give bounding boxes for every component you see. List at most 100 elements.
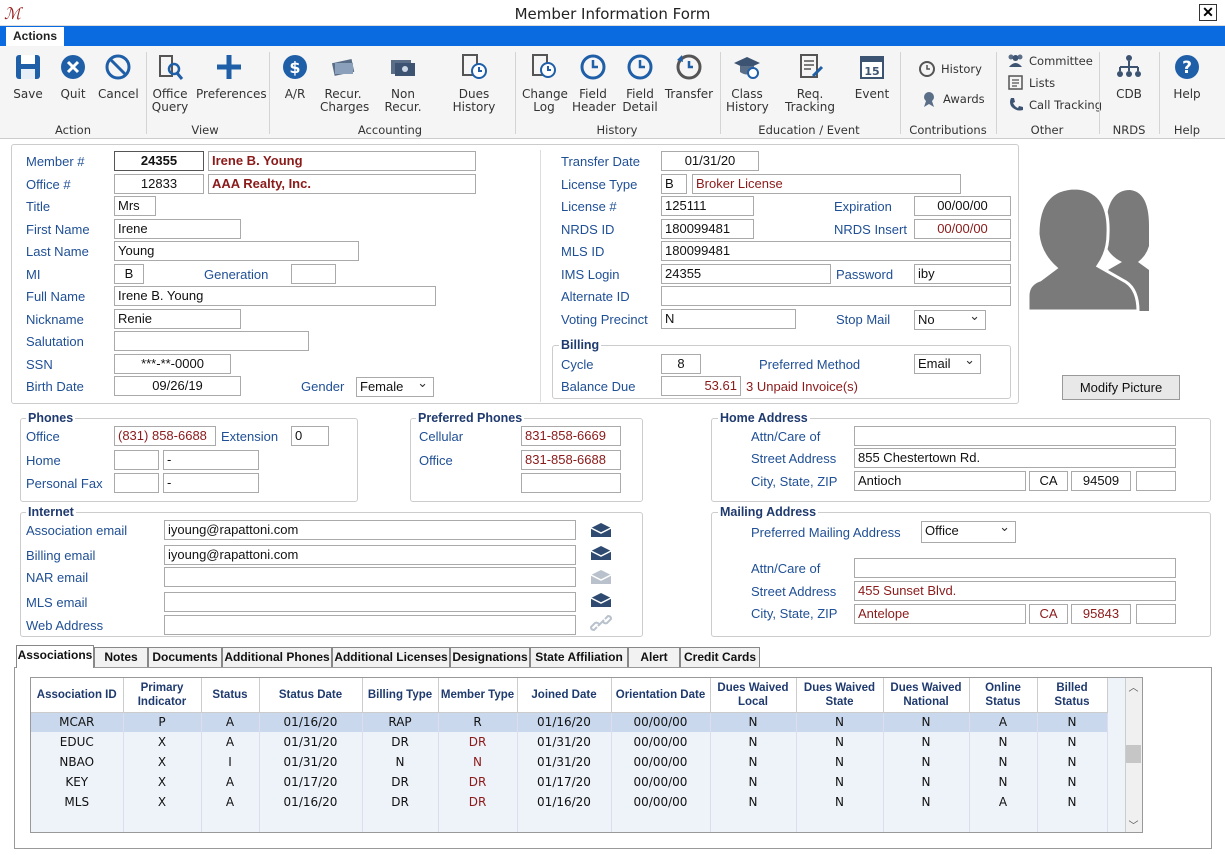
change-log-button[interactable]: Change Log (522, 52, 568, 114)
column-header[interactable]: Member Type (438, 678, 518, 713)
awards-button[interactable]: Awards (920, 90, 985, 108)
scroll-thumb[interactable] (1126, 745, 1141, 763)
cdb-button[interactable]: CDB (1108, 52, 1150, 101)
req-tracking-button[interactable]: Req. Tracking (774, 52, 846, 114)
column-header[interactable]: Status (201, 678, 260, 713)
password-field[interactable]: iby (914, 264, 1011, 284)
salutation-field[interactable] (114, 331, 309, 351)
home-city-field[interactable]: Antioch (854, 471, 1026, 491)
nickname-field[interactable]: Renie (114, 309, 241, 329)
mailing-city-field[interactable]: Antelope (854, 604, 1026, 624)
mls-email-field[interactable] (164, 592, 576, 612)
phone-office-field[interactable]: (831) 858-6688 (114, 426, 216, 446)
cancel-button[interactable]: Cancel (98, 52, 139, 101)
license-no-field[interactable]: 125111 (661, 196, 754, 216)
committee-button[interactable]: Committee (1007, 53, 1093, 68)
cellular-field[interactable]: 831-858-6669 (521, 426, 621, 446)
column-header[interactable]: Dues Waived Local (710, 678, 797, 713)
tab-alert[interactable]: Alert (628, 647, 680, 667)
home-zip4-field[interactable] (1136, 471, 1176, 491)
save-button[interactable]: Save (8, 52, 48, 101)
birth-date-field[interactable]: 09/26/19 (114, 376, 241, 396)
alternate-id-field[interactable] (661, 286, 1011, 306)
column-header[interactable]: Association ID (31, 678, 124, 713)
tab-notes[interactable]: Notes (94, 647, 148, 667)
table-row[interactable]: KEY X A 01/17/20 DR DR 01/17/20 00/00/00 N N N N N (31, 772, 1108, 792)
phone-home-area[interactable] (114, 450, 159, 470)
home-state-field[interactable]: CA (1029, 471, 1068, 491)
lists-button[interactable]: Lists (1008, 75, 1055, 90)
tab-additional-phones[interactable]: Additional Phones (222, 647, 332, 667)
tab-designations[interactable]: Designations (450, 647, 530, 667)
event-button[interactable]: 15 Event (852, 52, 892, 101)
contributions-history-button[interactable]: History (918, 60, 982, 78)
table-row[interactable]: EDUC X A 01/31/20 DR DR 01/31/20 00/00/00 N N N N N (31, 732, 1108, 752)
table-row[interactable]: NBAO X I 01/31/20 N N 01/31/20 00/00/00 N N N N N (31, 752, 1108, 772)
ims-login-field[interactable]: 24355 (661, 264, 831, 284)
tab-associations[interactable]: Associations (16, 645, 94, 668)
transfer-date-field[interactable]: 01/31/20 (661, 151, 759, 171)
modify-picture-button[interactable]: Modify Picture (1062, 375, 1180, 400)
transfer-button[interactable]: Transfer (664, 52, 714, 101)
send-billing-email-icon[interactable] (590, 545, 612, 561)
send-nar-email-icon[interactable] (590, 569, 612, 585)
nrds-id-field[interactable]: 180099481 (661, 219, 754, 239)
stop-mail-select[interactable]: No (914, 310, 986, 330)
column-header[interactable]: Joined Date (517, 678, 612, 713)
last-name-field[interactable]: Young (114, 241, 359, 261)
tab-additional-licenses[interactable]: Additional Licenses (332, 647, 450, 667)
help-button[interactable]: ? Help (1166, 52, 1208, 101)
home-zip-field[interactable]: 94509 (1071, 471, 1131, 491)
call-tracking-button[interactable]: Call Tracking (1008, 97, 1102, 112)
web-link-icon[interactable] (590, 615, 612, 631)
first-name-field[interactable]: Irene (114, 219, 241, 239)
column-header[interactable]: Billed Status (1037, 678, 1108, 713)
ssn-field[interactable]: ***-**-0000 (114, 354, 231, 374)
phone-home-field[interactable]: - (163, 450, 259, 470)
gender-select[interactable]: Female (356, 377, 434, 397)
office-query-button[interactable]: Office Query (150, 52, 190, 114)
column-header[interactable]: Billing Type (362, 678, 439, 713)
scroll-up-icon[interactable]: ︿ (1128, 683, 1139, 694)
preferred-method-select[interactable]: Email (914, 354, 981, 374)
expiration-field[interactable]: 00/00/00 (914, 196, 1011, 216)
table-row[interactable]: MCAR P A 01/16/20 RAP R 01/16/20 00/00/00 N N N A N (31, 712, 1108, 732)
title-field[interactable]: Mrs (114, 196, 156, 216)
dues-history-button[interactable]: Dues History (440, 52, 508, 114)
web-address-field[interactable] (164, 615, 576, 635)
pref-office-field[interactable]: 831-858-6688 (521, 450, 621, 470)
billing-email-field[interactable]: iyoung@rapattoni.com (164, 545, 576, 565)
column-header[interactable]: Orientation Date (611, 678, 711, 713)
home-street-field[interactable]: 855 Chestertown Rd. (854, 448, 1176, 468)
preferred-mailing-select[interactable]: Office (921, 521, 1016, 543)
send-mls-email-icon[interactable] (590, 592, 612, 608)
nar-email-field[interactable] (164, 567, 576, 587)
mailing-street-field[interactable]: 455 Sunset Blvd. (854, 581, 1176, 601)
scroll-down-icon[interactable]: ﹀ (1128, 821, 1139, 832)
personal-fax-field[interactable]: - (163, 473, 259, 493)
generation-field[interactable] (291, 264, 336, 284)
associations-grid[interactable]: Association ID Primary Indicator Status Sta… (30, 677, 1143, 833)
tab-state-affiliation[interactable]: State Affiliation (530, 647, 628, 667)
field-detail-button[interactable]: Field Detail (620, 52, 660, 114)
cycle-field[interactable]: 8 (661, 354, 701, 374)
mailing-zip-field[interactable]: 95843 (1071, 604, 1131, 624)
mi-field[interactable]: B (114, 264, 144, 284)
field-header-button[interactable]: Field Header (572, 52, 616, 114)
column-header[interactable]: Dues Waived State (796, 678, 884, 713)
column-header[interactable]: Dues Waived National (883, 678, 970, 713)
extension-field[interactable]: 0 (291, 426, 329, 446)
mailing-attn-field[interactable] (854, 558, 1176, 578)
office-no-field[interactable]: 12833 (114, 174, 204, 194)
column-header[interactable]: Primary Indicator (123, 678, 202, 713)
ar-button[interactable]: $ A/R (276, 52, 314, 101)
member-no-field[interactable]: 24355 (114, 151, 204, 171)
pref-extra-field[interactable] (521, 473, 621, 493)
assoc-email-field[interactable]: iyoung@rapattoni.com (164, 520, 576, 540)
full-name-field[interactable]: Irene B. Young (114, 286, 436, 306)
tab-actions[interactable]: Actions (6, 27, 64, 47)
column-header[interactable]: Online Status (969, 678, 1038, 713)
tab-documents[interactable]: Documents (148, 647, 222, 667)
license-type-field[interactable]: B (661, 174, 687, 194)
mls-id-field[interactable]: 180099481 (661, 241, 1011, 261)
